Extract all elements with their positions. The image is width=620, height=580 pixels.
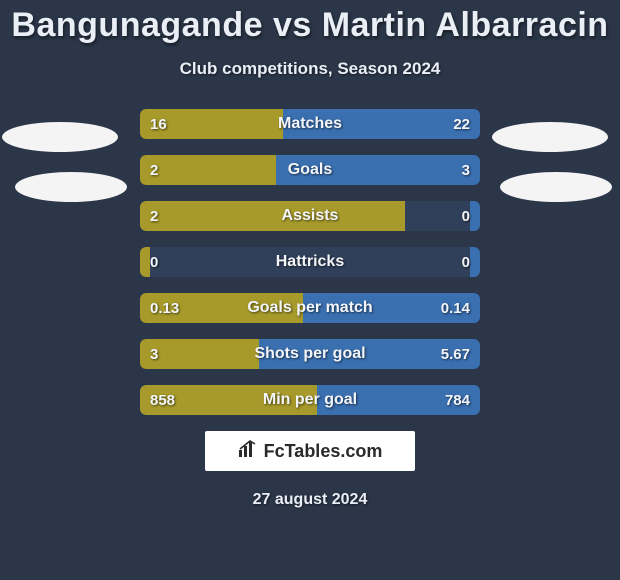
stat-row: 00Hattricks [140,247,480,277]
watermark-text: FcTables.com [264,441,383,462]
page-title: Bangunagande vs Martin Albarracin [0,0,620,45]
stat-label: Hattricks [140,247,480,277]
stat-label: Min per goal [140,385,480,415]
stat-row: 1622Matches [140,109,480,139]
stat-row: 35.67Shots per goal [140,339,480,369]
player-ellipse-right-2 [500,172,612,202]
stat-label: Goals per match [140,293,480,323]
stat-label: Shots per goal [140,339,480,369]
stat-row: 23Goals [140,155,480,185]
date-label: 27 august 2024 [0,491,620,509]
stat-row: 0.130.14Goals per match [140,293,480,323]
stat-row: 20Assists [140,201,480,231]
stat-label: Matches [140,109,480,139]
stat-row: 858784Min per goal [140,385,480,415]
player-ellipse-right-1 [492,122,608,152]
stat-label: Goals [140,155,480,185]
watermark: FcTables.com [205,431,415,471]
subtitle: Club competitions, Season 2024 [0,59,620,79]
player-ellipse-left-2 [15,172,127,202]
stats-container: 1622Matches 23Goals 20Assists 00Hattricks 0.… [140,109,480,415]
player-ellipse-left-1 [2,122,118,152]
stat-label: Assists [140,201,480,231]
chart-icon [238,440,258,463]
